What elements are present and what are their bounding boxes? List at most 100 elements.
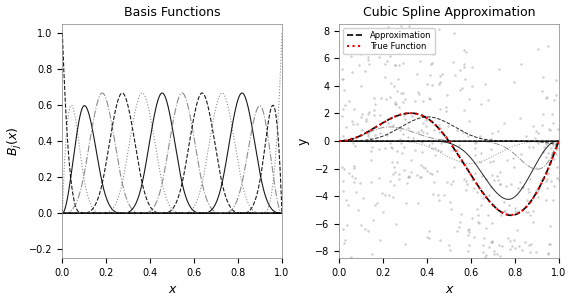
Title: Basis Functions: Basis Functions [124, 5, 220, 18]
Point [543, 251, 552, 256]
Point [395, 63, 404, 67]
Point [547, 151, 557, 156]
Approximation [549, 156, 556, 159]
Point [370, 95, 379, 100]
Point [475, 133, 484, 138]
Point [349, 288, 358, 292]
Point [387, 145, 396, 149]
Point [378, 38, 387, 43]
Point [430, 180, 439, 185]
Approximation [509, 214, 516, 217]
Point [352, 122, 362, 127]
Point [552, 78, 561, 83]
Point [339, 241, 348, 246]
Point [468, 84, 477, 89]
Point [521, 240, 530, 245]
Point [510, 208, 519, 213]
Point [360, 69, 369, 74]
Point [431, 146, 440, 151]
Point [525, 212, 534, 217]
Point [416, 58, 425, 63]
Point [460, 177, 469, 182]
Point [517, 62, 526, 66]
Point [429, 51, 438, 56]
Point [435, 237, 444, 242]
Point [523, 197, 532, 202]
Point [549, 142, 558, 147]
Point [508, 243, 517, 248]
Point [393, 149, 402, 154]
Point [526, 250, 535, 255]
Point [424, 236, 433, 240]
Point [541, 95, 550, 100]
Point [476, 203, 486, 207]
Point [501, 209, 510, 214]
Point [470, 170, 479, 175]
Point [387, 47, 396, 52]
Point [459, 64, 468, 69]
Point [472, 190, 482, 195]
Point [392, 101, 401, 106]
Point [509, 156, 518, 160]
Point [427, 171, 436, 176]
Point [476, 151, 486, 156]
Point [495, 182, 505, 187]
Point [349, 180, 358, 185]
Point [531, 188, 541, 192]
Point [488, 240, 497, 245]
Point [518, 185, 527, 190]
Point [501, 184, 510, 189]
Point [455, 220, 464, 225]
Point [361, 119, 370, 124]
Point [459, 294, 468, 299]
Point [394, 76, 403, 81]
Point [482, 289, 491, 294]
True Function [437, 128, 444, 132]
Approximation [555, 139, 562, 143]
Point [487, 239, 496, 244]
Point [482, 176, 491, 181]
Point [480, 82, 489, 87]
Point [400, 144, 409, 149]
Point [356, 223, 366, 228]
X-axis label: x: x [169, 284, 176, 297]
Point [549, 156, 558, 161]
Point [347, 53, 356, 58]
Point [365, 136, 374, 140]
Point [350, 165, 359, 170]
Point [539, 111, 548, 116]
Point [359, 196, 368, 201]
Point [451, 72, 460, 77]
Point [442, 108, 451, 113]
Point [349, 107, 359, 112]
Point [338, 107, 347, 112]
Point [418, 149, 427, 154]
Point [349, 164, 359, 169]
Point [459, 48, 468, 53]
Point [375, 147, 384, 152]
Point [363, 58, 372, 63]
True Function [347, 138, 354, 141]
Point [367, 144, 376, 149]
Point [448, 178, 458, 183]
Point [413, 201, 422, 205]
Point [386, 95, 395, 100]
Point [424, 229, 434, 234]
Point [440, 193, 449, 198]
Point [337, 164, 347, 169]
Point [449, 31, 458, 36]
Point [488, 201, 498, 206]
Point [411, 45, 420, 50]
Point [515, 116, 525, 120]
Point [506, 238, 515, 243]
Point [391, 222, 400, 226]
True Function [509, 213, 516, 217]
Point [422, 123, 431, 128]
Point [386, 141, 395, 146]
Point [356, 115, 365, 120]
Point [370, 202, 379, 207]
Point [487, 172, 496, 177]
Point [434, 295, 443, 300]
Point [491, 291, 500, 295]
Point [549, 184, 558, 188]
